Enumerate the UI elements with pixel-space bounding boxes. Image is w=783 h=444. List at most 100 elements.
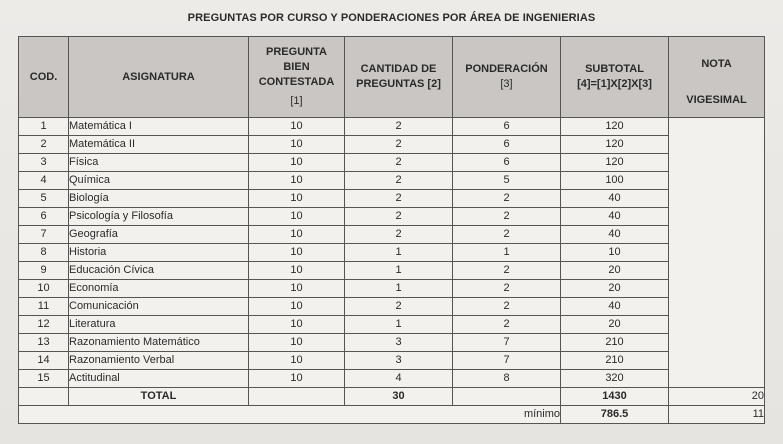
cell-nota-blank [668, 117, 765, 388]
cell-cantidad: 2 [344, 153, 453, 172]
cell-ponderacion: 7 [452, 333, 561, 352]
table-row: 2 Matemática II 10 2 6 120 [18, 135, 765, 154]
cell-pregunta: 10 [248, 225, 345, 244]
total-cod-blank [18, 387, 69, 406]
weights-table: COD. ASIGNATURA PREGUNTA BIEN CONTESTADA… [18, 36, 765, 424]
table-row: 1 Matemática I 10 2 6 120 [18, 117, 765, 388]
table-row: 8 Historia 10 1 1 10 [18, 243, 765, 262]
cell-pregunta: 10 [248, 135, 345, 154]
cell-asignatura: Geografía [68, 225, 249, 244]
header-ponderacion: PONDERACIÓN [3] [452, 36, 561, 118]
cell-subtotal: 320 [560, 369, 669, 388]
cell-cod: 8 [18, 243, 69, 262]
cell-subtotal: 40 [560, 225, 669, 244]
header-subtotal: SUBTOTAL [4]=[1]X[2]X[3] [560, 36, 669, 118]
minimum-subtotal: 786.5 [560, 405, 669, 424]
cell-subtotal: 210 [560, 351, 669, 370]
cell-cod: 14 [18, 351, 69, 370]
cell-asignatura: Razonamiento Matemático [68, 333, 249, 352]
header-cantidad: CANTIDAD DE PREGUNTAS [2] [344, 36, 453, 118]
cell-cantidad: 2 [344, 171, 453, 190]
table-row: 6 Psicología y Filosofía 10 2 2 40 [18, 207, 765, 226]
cell-cod: 12 [18, 315, 69, 334]
total-cantidad: 30 [344, 387, 453, 406]
cell-subtotal: 40 [560, 207, 669, 226]
cell-cantidad: 2 [344, 189, 453, 208]
cell-pregunta: 10 [248, 207, 345, 226]
header-ponderacion-ref: [3] [500, 78, 513, 90]
cell-subtotal: 20 [560, 279, 669, 298]
cell-asignatura: Educación Cívica [68, 261, 249, 280]
cell-ponderacion: 2 [452, 207, 561, 226]
cell-cantidad: 2 [344, 207, 453, 226]
cell-ponderacion: 6 [452, 117, 561, 136]
page-title: PREGUNTAS POR CURSO Y PONDERACIONES POR … [187, 12, 596, 24]
cell-pregunta: 10 [248, 333, 345, 352]
cell-pregunta: 10 [248, 351, 345, 370]
cell-pregunta: 10 [248, 171, 345, 190]
cell-ponderacion: 6 [452, 153, 561, 172]
cell-pregunta: 10 [248, 153, 345, 172]
cell-subtotal: 120 [560, 117, 669, 136]
cell-asignatura: Actitudinal [68, 369, 249, 388]
cell-cantidad: 1 [344, 315, 453, 334]
cell-cod: 5 [18, 189, 69, 208]
cell-cantidad: 2 [344, 117, 453, 136]
table-row: 9 Educación Cívica 10 1 2 20 [18, 261, 765, 280]
total-ponderacion-blank [452, 387, 561, 406]
header-ponderacion-label: PONDERACIÓN [465, 63, 548, 75]
table-row: 7 Geografía 10 2 2 40 [18, 225, 765, 244]
total-pregunta-blank [248, 387, 345, 406]
table-row: 5 Biología 10 2 2 40 [18, 189, 765, 208]
header-pregunta-label: PREGUNTA BIEN CONTESTADA [258, 46, 335, 88]
cell-cantidad: 2 [344, 135, 453, 154]
cell-asignatura: Química [68, 171, 249, 190]
total-subtotal: 1430 [560, 387, 669, 406]
cell-ponderacion: 2 [452, 261, 561, 280]
header-asignatura: ASIGNATURA [68, 36, 249, 118]
cell-asignatura: Historia [68, 243, 249, 262]
table-row: 15 Actitudinal 10 4 8 320 [18, 369, 765, 388]
cell-asignatura: Física [68, 153, 249, 172]
cell-asignatura: Psicología y Filosofía [68, 207, 249, 226]
minimum-nota: 11 [668, 405, 765, 424]
cell-pregunta: 10 [248, 117, 345, 136]
cell-cantidad: 1 [344, 261, 453, 280]
cell-cod: 9 [18, 261, 69, 280]
cell-cod: 10 [18, 279, 69, 298]
cell-ponderacion: 1 [452, 243, 561, 262]
cell-ponderacion: 2 [452, 189, 561, 208]
cell-ponderacion: 2 [452, 297, 561, 316]
cell-cantidad: 1 [344, 243, 453, 262]
cell-asignatura: Matemática II [68, 135, 249, 154]
cell-asignatura: Razonamiento Verbal [68, 351, 249, 370]
total-label: TOTAL [68, 387, 249, 406]
header-subtotal-formula: [4]=[1]X[2]X[3] [577, 78, 652, 90]
cell-cod: 15 [18, 369, 69, 388]
header-nota-label: NOTA [701, 58, 732, 70]
header-cantidad-label: CANTIDAD DE PREGUNTAS [2] [356, 63, 441, 90]
table-row: 14 Razonamiento Verbal 10 3 7 210 [18, 351, 765, 370]
cell-subtotal: 10 [560, 243, 669, 262]
cell-cod: 2 [18, 135, 69, 154]
cell-ponderacion: 2 [452, 315, 561, 334]
cell-pregunta: 10 [248, 315, 345, 334]
cell-subtotal: 210 [560, 333, 669, 352]
cell-cantidad: 2 [344, 225, 453, 244]
cell-asignatura: Comunicación [68, 297, 249, 316]
minimum-label: mínimo [18, 405, 561, 424]
cell-cod: 3 [18, 153, 69, 172]
cell-cod: 1 [18, 117, 69, 136]
cell-cantidad: 3 [344, 333, 453, 352]
cell-pregunta: 10 [248, 297, 345, 316]
table-body: 1 Matemática I 10 2 6 120 2 Matemática I… [18, 117, 765, 424]
cell-cod: 6 [18, 207, 69, 226]
cell-subtotal: 40 [560, 297, 669, 316]
header-row: COD. ASIGNATURA PREGUNTA BIEN CONTESTADA… [18, 36, 765, 118]
header-cod: COD. [18, 36, 69, 118]
table-row: 13 Razonamiento Matemático 10 3 7 210 [18, 333, 765, 352]
cell-subtotal: 40 [560, 189, 669, 208]
cell-cod: 4 [18, 171, 69, 190]
cell-subtotal: 20 [560, 315, 669, 334]
